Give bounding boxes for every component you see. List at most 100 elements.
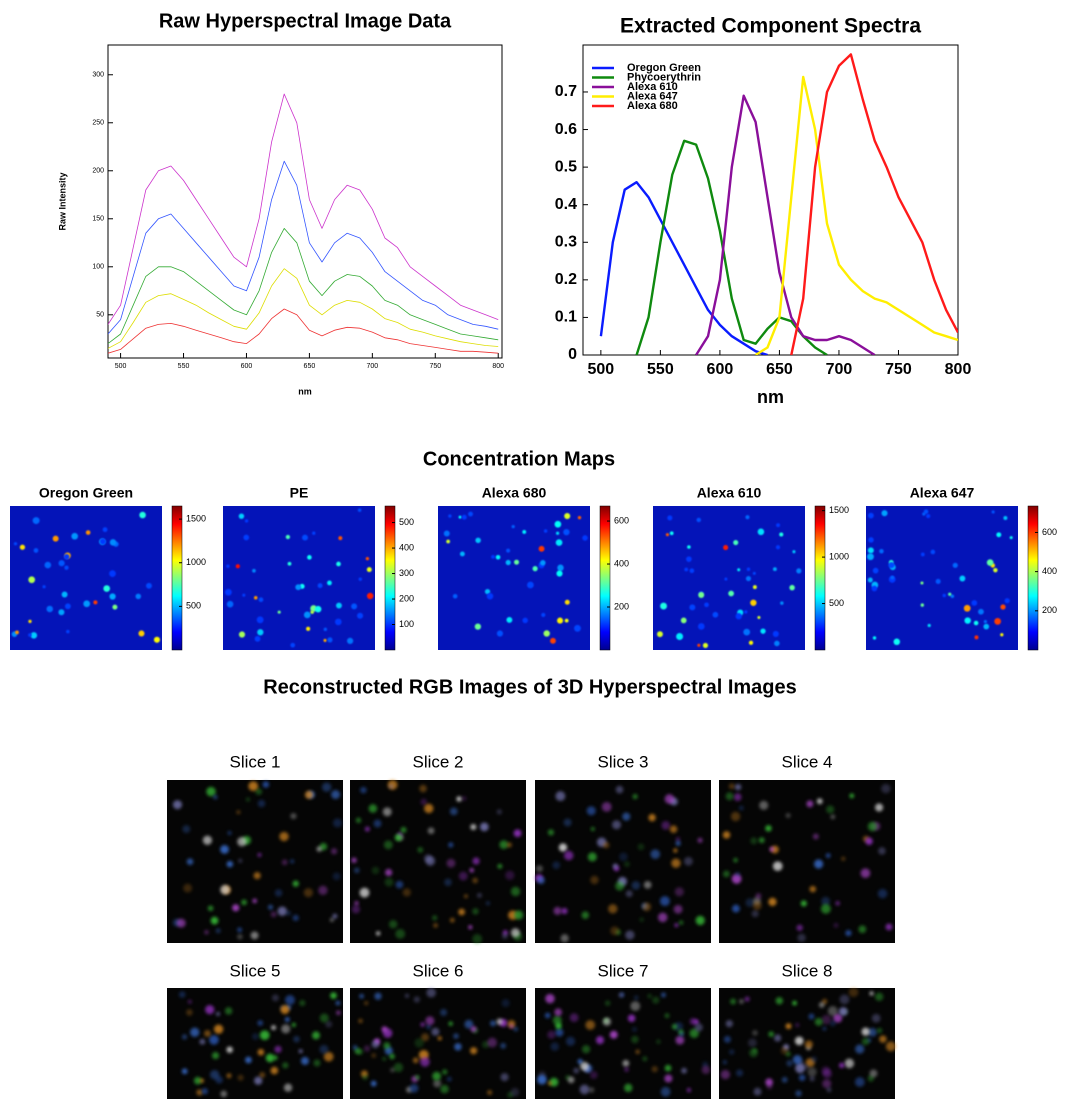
map-spot xyxy=(774,640,780,647)
slice-spot xyxy=(564,850,574,861)
map-spot xyxy=(750,599,757,606)
slice-spot xyxy=(312,1031,320,1040)
slice-spot xyxy=(382,807,392,817)
map-spot xyxy=(514,559,520,565)
slice-spot xyxy=(187,999,192,1004)
map-spot xyxy=(872,636,877,640)
map-spot xyxy=(334,618,342,626)
map-spot xyxy=(796,568,802,574)
slice-spot xyxy=(215,1011,221,1017)
slice-spot xyxy=(257,799,266,808)
slice-spot xyxy=(241,899,247,906)
slice-spot xyxy=(752,901,762,910)
map-spot xyxy=(733,539,739,546)
map-spot xyxy=(495,554,501,560)
map-spot xyxy=(564,513,571,520)
map-spot xyxy=(665,533,670,537)
map-spot xyxy=(33,548,39,553)
map-spot xyxy=(978,608,984,615)
map-spot xyxy=(1000,633,1004,637)
slice-spot xyxy=(371,866,380,875)
map-spot xyxy=(743,628,751,636)
plot-area xyxy=(582,44,959,356)
map-spot xyxy=(556,570,563,577)
map-spot xyxy=(746,567,751,572)
map-spot xyxy=(58,560,65,567)
map-spot xyxy=(257,629,264,636)
colorbar-tick-label: 400 xyxy=(614,558,629,568)
map-spot xyxy=(935,578,941,584)
y-tick-label: 0.6 xyxy=(555,121,577,138)
slice-spot xyxy=(383,1042,391,1050)
slice-spot xyxy=(622,1059,630,1067)
slice-spot xyxy=(560,934,569,943)
slice-spot xyxy=(205,1005,215,1015)
map-spot xyxy=(993,567,998,573)
slice-spot xyxy=(336,1010,341,1016)
map-spot xyxy=(226,564,230,568)
map-spot xyxy=(258,597,264,603)
slice-spot xyxy=(722,831,731,839)
slice-spot xyxy=(280,1005,290,1015)
map-spot xyxy=(780,601,784,605)
slice-spot xyxy=(610,926,620,936)
x-tick-label: 700 xyxy=(826,361,853,378)
map-spot xyxy=(252,568,256,573)
colorbar-tick-label: 1000 xyxy=(186,557,206,567)
map-spot xyxy=(684,567,689,572)
slice-spot xyxy=(875,803,884,812)
slice-spot xyxy=(554,1008,563,1017)
slice-spot xyxy=(489,1020,497,1027)
slice-spot xyxy=(749,1048,758,1058)
map-spot xyxy=(983,623,990,630)
slice-spot xyxy=(558,843,568,852)
map-spot xyxy=(103,585,111,592)
map-spot xyxy=(942,593,947,598)
slice-spot xyxy=(595,1036,605,1045)
map-spot xyxy=(927,623,931,628)
map-spot xyxy=(522,617,528,624)
slice-spot xyxy=(360,786,367,794)
slice-spot xyxy=(199,1038,206,1045)
slice-spot xyxy=(829,1020,836,1027)
slice-spot xyxy=(586,806,596,816)
slice-spot xyxy=(476,892,482,898)
slice-spot xyxy=(463,894,468,899)
slice-spot xyxy=(661,820,671,830)
slice-spot xyxy=(601,801,612,812)
slice-spot xyxy=(285,910,292,916)
map-spot xyxy=(109,593,116,600)
map-spot xyxy=(893,638,901,646)
map-spot xyxy=(287,561,292,566)
slice-spot xyxy=(325,1020,333,1028)
slice-spot xyxy=(181,1034,188,1040)
slice-spot xyxy=(650,849,661,859)
slice-spot xyxy=(674,923,679,928)
map-spot xyxy=(277,610,281,614)
slice-spot xyxy=(292,914,299,922)
slice-spot xyxy=(637,843,645,851)
slice-spot xyxy=(330,992,337,999)
slice-spot xyxy=(448,842,454,848)
map-spot xyxy=(669,531,674,536)
slice-spot xyxy=(448,1021,453,1026)
slice-spot xyxy=(211,1052,220,1060)
map-spot xyxy=(757,616,761,620)
slice-spot xyxy=(612,863,618,869)
map-spot xyxy=(443,530,450,537)
y-tick-label: 250 xyxy=(92,120,104,127)
map-spot xyxy=(963,604,971,612)
slice-spot xyxy=(689,1028,699,1039)
slice-spot xyxy=(758,837,765,844)
map-spot xyxy=(950,594,955,599)
colorbar-tick-label: 500 xyxy=(399,517,414,527)
slice-spot xyxy=(413,996,421,1003)
slice-spot xyxy=(876,1027,883,1034)
slice-spot xyxy=(496,1018,503,1025)
slice-spot xyxy=(833,1013,843,1023)
colorbar-tick-label: 600 xyxy=(614,515,629,525)
slice-spot xyxy=(744,996,750,1002)
slice-image xyxy=(719,780,895,943)
map-spot xyxy=(243,534,250,541)
